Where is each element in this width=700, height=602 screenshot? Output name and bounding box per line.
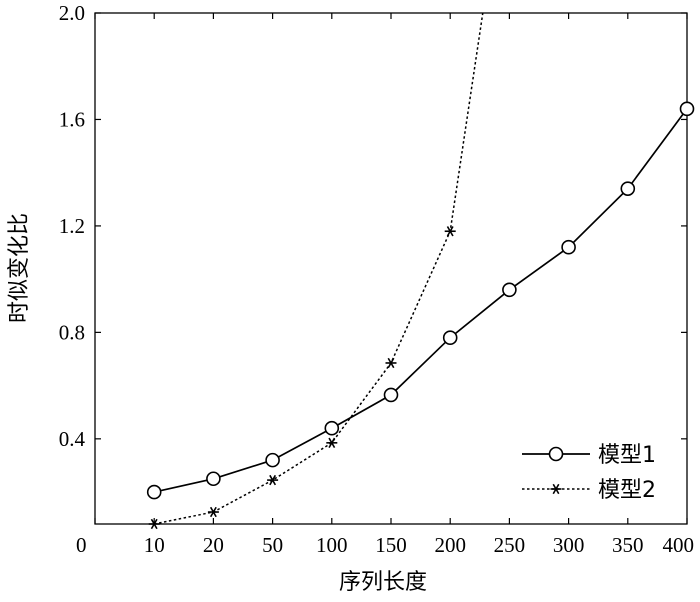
data-point-circle (442, 330, 458, 345)
data-point-circle (502, 282, 517, 298)
data-point-circle (561, 239, 576, 255)
data-point-circle (206, 471, 221, 487)
data-point-asterisk (326, 437, 338, 448)
data-point-asterisk (444, 226, 456, 237)
series-line-模型2 (154, 12, 484, 525)
data-point-asterisk (267, 474, 279, 486)
x-tick-label: 100 (316, 533, 348, 557)
x-tick-label: 10 (144, 533, 165, 557)
data-point-circle (620, 181, 636, 196)
x-tick-label: 50 (262, 533, 283, 557)
x-tick-label: 150 (375, 533, 407, 557)
legend-marker-asterisk (550, 483, 562, 495)
data-point-asterisk (385, 357, 397, 369)
data-point-circle (679, 101, 695, 117)
y-tick-label: 0.8 (59, 320, 85, 344)
x-tick-labels: 0 10 20 50 100 150 200 250 300 350 400 (76, 533, 694, 557)
x-tick-label: 20 (203, 533, 224, 557)
legend-marker-circle (548, 446, 564, 462)
data-point-circle (265, 452, 280, 468)
legend-label: 模型1 (598, 443, 656, 468)
x-tick-label: 200 (434, 533, 466, 557)
y-tick-labels: 0.4 0.8 1.2 1.6 2.0 (59, 1, 86, 451)
x-tick-label: 350 (612, 533, 644, 557)
y-tick-label: 0.4 (59, 427, 86, 451)
x-tick-label: 0 (76, 533, 87, 557)
x-tick-label: 250 (494, 533, 526, 557)
y-axis-label: 时似变化比 (7, 213, 32, 323)
series-line-模型1 (154, 108, 688, 493)
y-tick-label: 2.0 (59, 1, 85, 25)
x-tick-label: 300 (553, 533, 585, 557)
x-axis-label: 序列长度 (339, 570, 427, 595)
data-point-circle (146, 484, 162, 500)
y-tick-label: 1.6 (59, 107, 85, 131)
y-tick-label: 1.2 (59, 214, 85, 238)
axis-ticks (94, 12, 688, 524)
data-point-circle (383, 387, 399, 403)
data-point-asterisk (148, 518, 160, 530)
data-point-asterisk (207, 506, 219, 518)
legend-label: 模型2 (598, 478, 656, 503)
series-layer (146, 12, 695, 530)
data-point-circle (324, 420, 340, 436)
x-tick-label: 400 (663, 533, 695, 557)
